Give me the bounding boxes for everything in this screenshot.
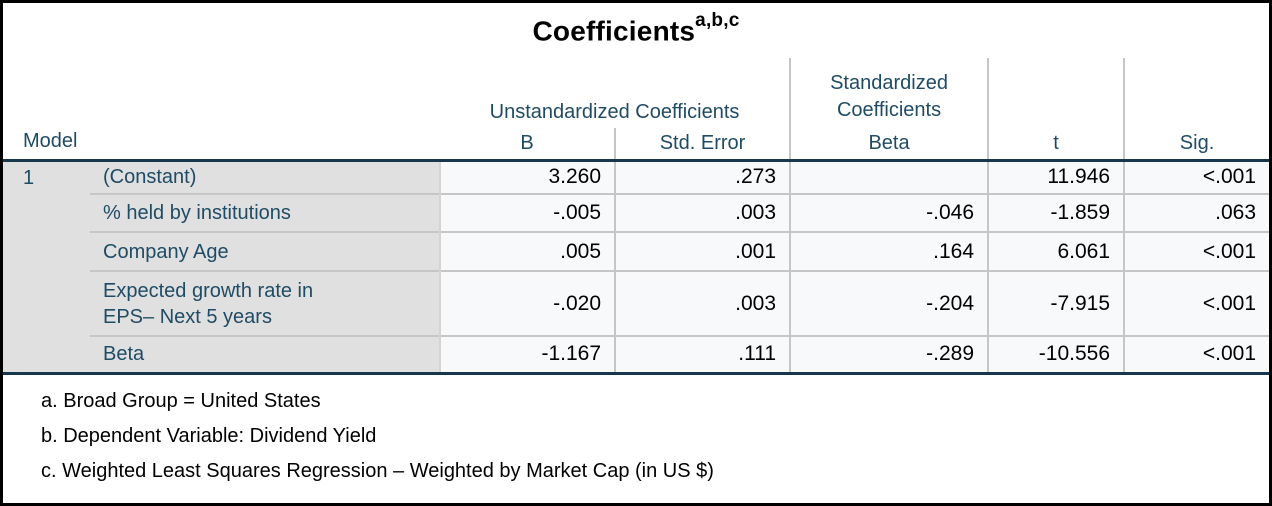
cell-t: 6.061 [987, 231, 1125, 271]
cell-t: -1.859 [987, 193, 1125, 232]
col-header-beta: Beta [789, 128, 989, 162]
cell-sig: <.001 [1123, 160, 1269, 194]
cell-beta: .164 [789, 231, 989, 271]
table-row: Company Age .005 .001 .164 6.061 <.001 [3, 231, 1269, 271]
table-row: 1 (Constant) 3.260 .273 11.946 <.001 [3, 160, 1269, 375]
table-row: Expected growth rate in EPS– Next 5 year… [3, 270, 1269, 336]
cell-b: -.020 [439, 270, 616, 336]
cell-sig: <.001 [1123, 231, 1269, 271]
table-title-footnote-marks: a,b,c [695, 9, 740, 31]
footnote-b: b. Dependent Variable: Dividend Yield [41, 424, 377, 447]
cell-beta [789, 160, 989, 194]
col-group-t-spacer [987, 58, 1125, 128]
footnote-a: a. Broad Group = United States [41, 389, 321, 412]
cell-b: -1.167 [439, 335, 616, 375]
col-group-sig-spacer [1123, 58, 1269, 128]
table-header: Model Unstandardized Coefficients Standa… [3, 58, 1269, 162]
coefficients-grid: Model Unstandardized Coefficients Standa… [3, 58, 1269, 375]
cell-t: -7.915 [987, 270, 1125, 336]
col-header-t: t [987, 128, 1125, 162]
cell-b: -.005 [439, 193, 616, 232]
col-group-standardized: Standardized Coefficients [789, 58, 989, 128]
cell-beta: -.289 [789, 335, 989, 375]
row-label: % held by institutions [90, 193, 441, 232]
table-title-text: Coefficients [532, 15, 696, 47]
table-title-bar: Coefficientsa,b,c [3, 3, 1269, 58]
cell-beta: -.204 [789, 270, 989, 336]
table-row: Beta -1.167 .111 -.289 -10.556 <.001 [3, 335, 1269, 375]
col-header-b: B [440, 128, 616, 162]
col-header-std-error: Std. Error [614, 128, 791, 162]
cell-t: -10.556 [987, 335, 1125, 375]
cell-sig: .063 [1123, 193, 1269, 232]
footnote-c: c. Weighted Least Squares Regression – W… [41, 459, 714, 482]
cell-sig: <.001 [1123, 335, 1269, 375]
cell-sig: <.001 [1123, 270, 1269, 336]
cell-std-error: .273 [614, 160, 791, 194]
table-row: % held by institutions -.005 .003 -.046 … [3, 193, 1269, 232]
row-label: Expected growth rate in EPS– Next 5 year… [90, 270, 441, 336]
col-group-unstandardized: Unstandardized Coefficients [440, 58, 791, 128]
col-header-model: Model [3, 58, 441, 162]
cell-b: 3.260 [439, 160, 616, 194]
cell-std-error: .111 [614, 335, 791, 375]
cell-b: .005 [439, 231, 616, 271]
cell-std-error: .001 [614, 231, 791, 271]
table-title: Coefficientsa,b,c [532, 10, 740, 47]
row-label: Beta [90, 335, 441, 375]
table-body: 1 (Constant) 3.260 .273 11.946 <.001 % h… [3, 160, 1269, 375]
col-header-sig: Sig. [1123, 128, 1269, 162]
model-number-cell: 1 [3, 160, 90, 375]
cell-std-error: .003 [614, 193, 791, 232]
cell-std-error: .003 [614, 270, 791, 336]
row-label: Company Age [90, 231, 441, 271]
row-label: (Constant) [90, 160, 441, 194]
footnotes: a. Broad Group = United States b. Depend… [3, 374, 1269, 489]
cell-beta: -.046 [789, 193, 989, 232]
cell-t: 11.946 [987, 160, 1125, 194]
